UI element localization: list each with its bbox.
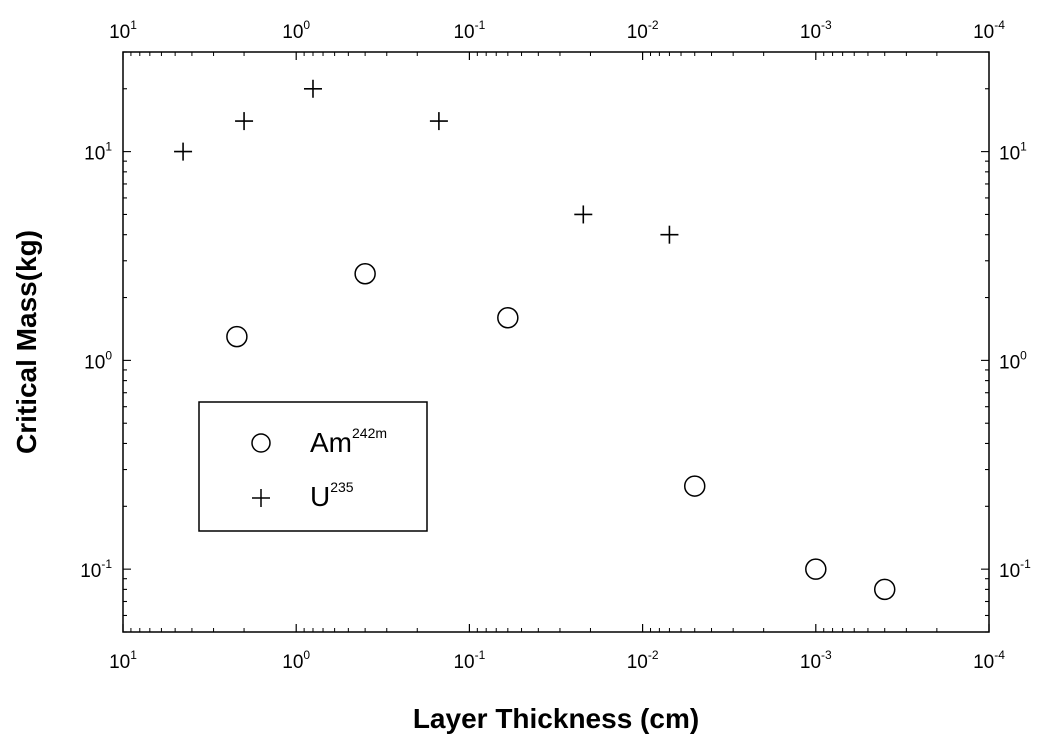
am242m-point [497,307,519,329]
x-tick-label: 10-2 [627,648,659,673]
x-axis-label: Layer Thickness (cm) [413,703,699,734]
u235-point [429,112,448,131]
axis-tick-labels: 101 101 100 100 10-1 10-1 10-2 10-2 10-3 10-3 10-4… [80,18,1031,673]
x-tick-label-top: 10-1 [453,18,485,43]
axis-ticks [122,51,990,633]
x-tick-label: 100 [282,648,310,673]
legend-entry-u235: U235 [310,479,354,512]
x-tick-label-top: 10-4 [973,18,1005,43]
u235-point [660,225,679,244]
legend-box [198,401,428,532]
am242m-point [683,475,706,497]
y-tick-label-right: 10-1 [999,557,1031,582]
x-tick-label-top: 10-3 [800,18,832,43]
legend: Am242m U235 [198,401,428,532]
legend-circle-marker-icon [251,433,271,453]
x-tick-label-top: 101 [109,18,137,43]
am242m-point [226,325,248,348]
data-points [174,79,896,601]
y-tick-label-right: 101 [999,140,1027,165]
am242m-point [354,262,376,285]
x-tick-label: 101 [109,648,137,673]
x-tick-label: 10-4 [973,648,1005,673]
x-tick-label-top: 100 [282,18,310,43]
legend-plus-marker-icon [252,489,270,507]
plot-frame [122,51,990,633]
legend-entry-am242m: Am242m [310,425,387,458]
u235-point [303,79,322,98]
u235-point [574,205,593,224]
u235-point [174,142,193,161]
u235-point [235,112,254,131]
legend-entry-am242m-sup: 242m [352,425,387,441]
legend-entry-am242m-base: Am [310,427,352,458]
y-axis-label: Critical Mass(kg) [11,230,42,454]
y-tick-label-right: 100 [999,348,1027,373]
legend-entry-u235-sup: 235 [330,479,354,495]
x-tick-label: 10-1 [453,648,485,673]
legend-entry-u235-base: U [310,481,330,512]
am242m-point [873,578,896,601]
x-tick-label: 10-3 [800,648,832,673]
x-tick-label-top: 10-2 [627,18,659,43]
am242m-point [805,558,827,580]
y-tick-label: 10-1 [80,557,112,582]
y-tick-label: 101 [84,140,112,165]
y-tick-label: 100 [84,348,112,373]
